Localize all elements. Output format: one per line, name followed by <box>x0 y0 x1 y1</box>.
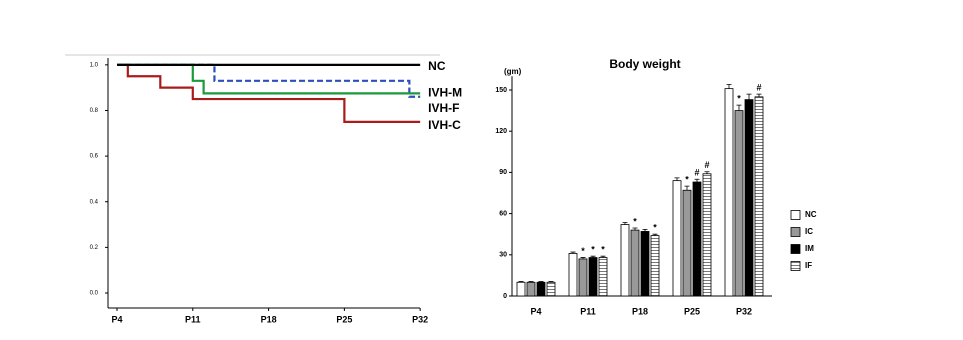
error-bar <box>580 257 586 259</box>
bar <box>598 257 608 297</box>
x-tick-label: P32 <box>412 314 428 324</box>
bar <box>650 235 660 297</box>
significance-marker: * <box>737 93 741 103</box>
error-bar <box>528 281 534 283</box>
significance-marker: * <box>581 246 585 256</box>
bar <box>754 96 764 297</box>
significance-marker: * <box>633 216 637 226</box>
error-bar <box>756 93 762 97</box>
survival-line <box>117 63 421 98</box>
significance-marker: # <box>756 82 761 92</box>
bar <box>578 258 588 297</box>
y-axis-label: (gm) <box>504 67 522 76</box>
legend-label: IVH-F <box>428 101 459 115</box>
bar <box>682 189 692 297</box>
x-tick-label: P11 <box>185 314 201 324</box>
legend-label: IC <box>805 227 813 236</box>
legend-label: IVH-M <box>428 86 462 100</box>
error-bar <box>632 227 638 231</box>
x-tick-label: P11 <box>580 306 596 316</box>
bar <box>744 99 754 297</box>
x-tick-label: P18 <box>632 306 648 316</box>
x-tick-label: P4 <box>530 306 541 316</box>
legend-swatch <box>790 227 801 237</box>
y-tick-label: 0.8 <box>90 108 99 114</box>
y-tick-label: 60 <box>499 210 507 217</box>
legend-label: IM <box>805 244 814 253</box>
bar <box>702 173 712 297</box>
y-tick-label: 0.4 <box>90 199 99 205</box>
y-tick-label: 150 <box>495 87 507 94</box>
significance-marker: # <box>704 160 709 170</box>
y-tick-label: 1.0 <box>90 62 99 68</box>
bar <box>536 281 546 297</box>
error-bar <box>652 233 658 236</box>
y-tick-label: 0.0 <box>90 291 99 297</box>
error-bar <box>518 281 524 283</box>
error-bar <box>694 178 700 183</box>
error-bar <box>642 228 648 232</box>
x-tick-label: P25 <box>684 306 700 316</box>
error-bar <box>590 255 596 258</box>
error-bar <box>622 222 628 225</box>
bar <box>734 110 744 297</box>
legend-swatch <box>790 261 801 271</box>
bar <box>692 181 702 297</box>
bar <box>516 281 526 297</box>
y-tick-label: 30 <box>499 252 507 259</box>
y-tick-label: 90 <box>499 169 507 176</box>
error-bar <box>570 251 576 254</box>
error-bar <box>726 84 732 89</box>
bar <box>568 253 578 297</box>
error-bar <box>704 171 710 174</box>
chart-title: Body weight <box>609 57 680 71</box>
error-bar <box>736 104 742 111</box>
error-bar <box>674 177 680 181</box>
significance-marker: * <box>601 245 605 255</box>
legend-swatch <box>790 210 801 220</box>
bar <box>588 257 598 297</box>
x-tick-label: P25 <box>336 314 352 324</box>
x-tick-label: P4 <box>111 314 122 324</box>
bar <box>672 180 682 297</box>
significance-marker: * <box>591 245 595 255</box>
y-tick-label: 0.2 <box>90 245 99 251</box>
error-bar <box>746 93 752 100</box>
x-tick-label: P18 <box>261 314 277 324</box>
bar <box>640 231 650 297</box>
legend-label: IVH-C <box>428 118 461 132</box>
survival-line <box>117 63 421 95</box>
significance-marker: # <box>694 168 699 178</box>
bar <box>724 88 734 297</box>
legend-label: IF <box>805 261 812 270</box>
y-tick-label: 120 <box>495 128 507 135</box>
y-tick-label: 0.6 <box>90 154 99 160</box>
significance-marker: * <box>653 223 657 233</box>
x-tick-label: P32 <box>736 306 752 316</box>
bar <box>526 281 536 297</box>
error-bar <box>600 255 606 258</box>
survival-line <box>117 63 421 123</box>
legend-label: NC <box>805 210 817 219</box>
y-tick-label: 0 <box>503 293 507 300</box>
bar <box>546 281 556 297</box>
bar <box>630 229 640 297</box>
legend-label: NC <box>428 59 446 73</box>
error-bar <box>548 281 554 283</box>
significance-marker: * <box>685 175 689 185</box>
error-bar <box>684 185 690 191</box>
error-bar <box>538 281 544 283</box>
legend-swatch <box>790 244 801 254</box>
bar <box>620 224 630 297</box>
